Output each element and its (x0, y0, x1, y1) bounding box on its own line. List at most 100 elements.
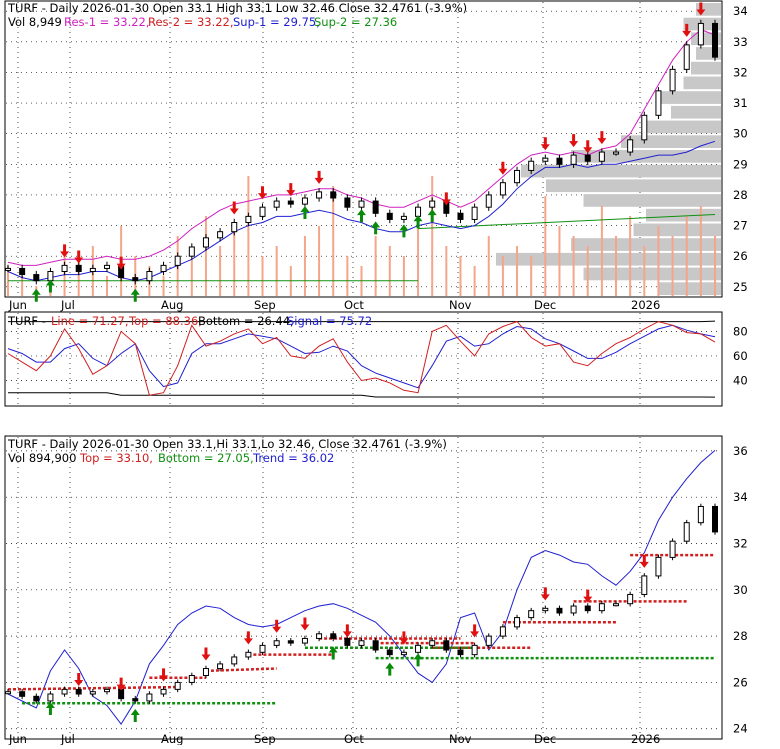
panel1-buy-arrow (130, 288, 140, 302)
panel1-ytick-label-5: 30 (733, 127, 748, 141)
panel1-candle-body (655, 90, 662, 116)
panel1-xtick-label-0: Jun (8, 298, 27, 312)
panel3-candle-body (75, 688, 82, 695)
panel2-header-title: TURF - (7, 314, 46, 328)
volume-profile-bar (691, 61, 721, 75)
panel3-sell-arrow (540, 587, 550, 601)
volume-profile-bar (546, 179, 721, 193)
panel3-candle-body (330, 633, 337, 639)
panel1-sell-arrow (597, 131, 607, 145)
panel1-xtick-label-3: Sep (254, 298, 276, 312)
panel1-ytick-label-0: 25 (733, 280, 748, 294)
volume-bar (615, 236, 618, 296)
panel1-candle-body (457, 212, 464, 220)
panel1-candle-body (683, 44, 690, 70)
panel3-candle-body (202, 668, 209, 676)
panel3-xtick-label-1: Jul (60, 732, 75, 745)
panel1-buy-arrow (45, 279, 55, 293)
panel1-xtick-label-6: Dec (534, 298, 556, 312)
volume-bar (699, 206, 702, 296)
volume-profile-bar (658, 91, 721, 104)
panel1-header-sup2: Sup-2 = 27.36 (314, 15, 397, 29)
panel3-ytick-label-3: 30 (733, 583, 748, 597)
panel3-candle-body (174, 681, 181, 690)
volume-bar (219, 246, 222, 296)
panel1-candle-body (528, 160, 535, 171)
panel3-candle-body (443, 640, 450, 651)
panel1-candle-body (259, 206, 266, 217)
panel1-buy-arrow (413, 215, 423, 229)
panel3-candle-body (103, 688, 110, 693)
panel1-xtick-label-2: Aug (161, 298, 183, 312)
panel1-sell-arrow (74, 250, 84, 264)
volume-profile-bar (571, 238, 721, 251)
panel1-candle-body (19, 267, 26, 276)
panel3-ytick-label-4: 32 (733, 537, 748, 551)
panel3-candle-body (514, 617, 521, 628)
volume-profile-bar (571, 150, 721, 163)
panel3-candle-body (655, 556, 662, 577)
panel1-buy-arrow (300, 206, 310, 219)
panel1-candle-body (75, 264, 82, 272)
volume-bar (275, 246, 278, 296)
marks-layer (5, 2, 721, 725)
volume-profile-bar (621, 135, 721, 148)
panel1-candle-body (188, 246, 195, 257)
volume-bar (374, 236, 377, 296)
volume-bar (105, 276, 108, 296)
panel3-candle-body (344, 637, 351, 646)
panel3-candle-body (160, 688, 167, 695)
panel3-candle-body (259, 644, 266, 653)
oscillator-bottom-band (8, 392, 716, 398)
panel3-candle-body (386, 649, 393, 656)
panel1-xtick-label-4: Oct (344, 298, 364, 312)
panel3-sell-arrow (159, 668, 169, 682)
panel1-candle-body (627, 139, 634, 153)
panel3-ytick-label-6: 36 (733, 444, 748, 458)
trend-line (7, 450, 716, 725)
volume-bar (303, 236, 306, 296)
text-layer: TURF - Daily 2026-01-30 Open 33.1 High 3… (7, 1, 748, 746)
panel1-sell-arrow (583, 140, 593, 154)
panel3-candle-body (245, 651, 252, 658)
volume-profile-bar (683, 76, 721, 90)
panel3-candle-body (47, 693, 54, 702)
panel1-candle-body (33, 274, 40, 282)
panel3-sell-arrow (272, 619, 282, 633)
panel3-sell-arrow (583, 589, 593, 603)
panel3-candle-body (570, 605, 577, 614)
volume-bar (445, 246, 448, 296)
panel1-candle-body (273, 200, 280, 208)
panel1-candle-body (344, 197, 351, 208)
top-level-segment (205, 667, 277, 673)
panel3-buy-arrow (328, 646, 338, 660)
panel3-candle-body (188, 674, 195, 683)
panel1-candle-body (174, 255, 181, 266)
panel3-candle-body (132, 698, 139, 702)
panel3-candle-body (301, 637, 308, 644)
volume-profile-bar (583, 194, 721, 207)
volume-bar (558, 226, 561, 296)
volume-bar (247, 176, 250, 296)
panel3-candle-body (372, 640, 379, 651)
panel3-candle-body (273, 640, 280, 646)
panel3-buy-arrow (130, 708, 140, 722)
panel1-candle-body (584, 154, 591, 162)
volume-bar (544, 196, 547, 296)
panel1-candle-body (202, 237, 209, 248)
panel1-sell-arrow (441, 192, 451, 206)
panel3-candle-body (542, 607, 549, 612)
panel3-sell-arrow (243, 631, 253, 645)
panel1-sell-arrow (498, 161, 508, 175)
panel1-buy-arrow (371, 221, 381, 235)
volume-bar (318, 226, 321, 296)
panel3-sell-arrow (201, 647, 211, 661)
panel3-candle-body (683, 522, 690, 542)
panel1-candle-body (400, 215, 407, 220)
panel1-buy-arrow (427, 209, 437, 223)
panel1-buy-arrow (399, 224, 409, 238)
grid-layer (6, 2, 721, 738)
volume-bar (459, 256, 462, 296)
